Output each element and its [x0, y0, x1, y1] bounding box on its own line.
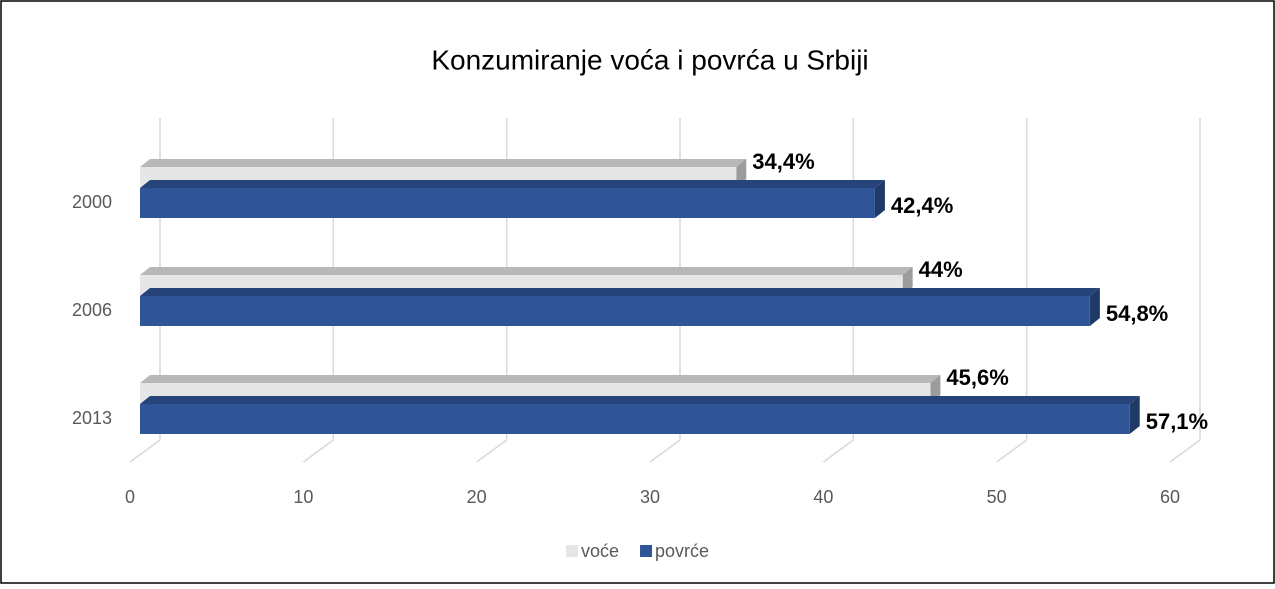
- bar: [140, 188, 875, 218]
- bar-top: [140, 396, 1140, 404]
- bar-top: [140, 267, 913, 275]
- data-label: 34,4%: [752, 149, 814, 174]
- floor-line: [129, 439, 161, 463]
- legend-swatch: [566, 545, 578, 557]
- x-tick-label: 30: [640, 487, 660, 507]
- x-tick-label: 40: [813, 487, 833, 507]
- x-tick-label: 20: [467, 487, 487, 507]
- bar-side: [1089, 288, 1100, 326]
- x-tick-label: 50: [987, 487, 1007, 507]
- bar-top: [140, 288, 1100, 296]
- x-tick-label: 0: [125, 487, 135, 507]
- floor-line: [996, 439, 1028, 463]
- floor-line: [476, 439, 508, 463]
- data-label: 42,4%: [891, 193, 953, 218]
- floor-line: [822, 439, 854, 463]
- x-tick-label: 60: [1160, 487, 1180, 507]
- y-tick-label: 2006: [72, 300, 112, 320]
- legend-label: voće: [581, 541, 619, 561]
- floor-line: [302, 439, 334, 463]
- chart-title: Konzumiranje voća i povrća u Srbiji: [431, 44, 868, 75]
- bar-side: [1129, 396, 1140, 434]
- bar-top: [140, 159, 747, 167]
- bar-top: [140, 375, 941, 383]
- bar: [140, 296, 1090, 326]
- y-tick-label: 2000: [72, 192, 112, 212]
- y-tick-label: 2013: [72, 408, 112, 428]
- legend-label: povrće: [655, 541, 709, 561]
- floor-line: [649, 439, 681, 463]
- data-label: 54,8%: [1106, 301, 1168, 326]
- data-label: 45,6%: [946, 365, 1008, 390]
- legend-swatch: [640, 545, 653, 557]
- data-label: 44%: [919, 257, 963, 282]
- data-label: 57,1%: [1146, 409, 1208, 434]
- bar-side: [874, 180, 885, 218]
- bar: [140, 404, 1130, 434]
- floor-line: [1169, 439, 1201, 463]
- x-tick-label: 10: [293, 487, 313, 507]
- bar-top: [140, 180, 885, 188]
